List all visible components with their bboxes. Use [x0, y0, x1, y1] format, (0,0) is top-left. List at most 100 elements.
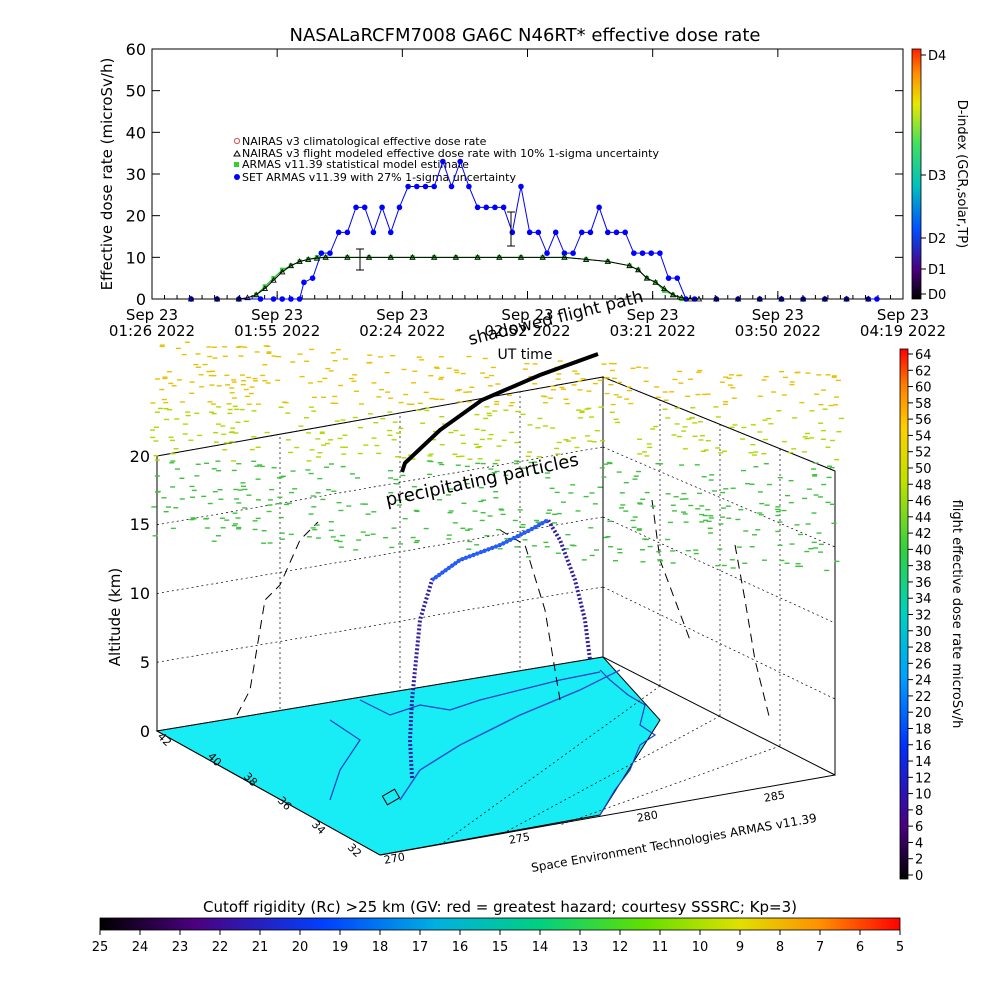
point-set-armas	[370, 229, 377, 236]
dose-tick-label: 40	[915, 543, 932, 558]
precipitating-particles	[150, 341, 844, 572]
rigidity-tick-label: 23	[172, 940, 189, 955]
top-y-tick-label: 50	[126, 82, 146, 101]
grid-3d	[156, 376, 836, 846]
legend-entry-nairas-climo: NAIRAS v3 climatological effective dose …	[242, 135, 487, 148]
longitude-tick-label: 285	[763, 788, 786, 804]
point-nairas-flight	[756, 295, 763, 302]
point-nairas-flight	[713, 295, 720, 302]
point-set-armas	[279, 296, 286, 302]
point-nairas-flight	[270, 276, 277, 283]
point-set-armas	[466, 183, 472, 190]
rigidity-bar-group: Cutoff rigidity (Rc) >25 km (GV: red = g…	[92, 898, 904, 955]
top-x-tick-label-line1: Sep 23	[126, 306, 178, 324]
point-nairas-flight	[669, 291, 677, 298]
dose-tick-label: 30	[915, 625, 932, 640]
dose-tick-label: 56	[915, 413, 932, 428]
point-nairas-flight	[313, 254, 321, 261]
point-nairas-flight	[452, 254, 460, 260]
grid-line	[156, 586, 604, 663]
dose-tick-label: 20	[915, 706, 932, 721]
rigidity-tick-label: 7	[816, 940, 824, 955]
top-y-tick-label: 30	[126, 165, 146, 184]
rigidity-colorbar	[99, 917, 901, 931]
altitude-ticks: 0 5 10 15 20	[130, 447, 150, 741]
rigidity-tick-label: 24	[132, 940, 149, 955]
top-x-tick-label-line2: 02:24 2022	[359, 322, 445, 340]
point-nairas-flight	[635, 266, 642, 273]
point-nairas-flight	[652, 279, 659, 285]
longitude-tick-label: 270	[383, 850, 406, 866]
rigidity-tick-label: 19	[332, 940, 349, 955]
legend-marker-set-armas	[234, 174, 240, 180]
point-set-armas	[552, 229, 559, 236]
point-set-armas	[431, 183, 437, 190]
dose-tick-label: 4	[915, 836, 923, 851]
point-set-armas	[483, 204, 490, 211]
point-set-armas	[544, 250, 550, 256]
point-set-armas	[639, 250, 646, 256]
point-nairas-flight	[661, 285, 668, 291]
point-nairas-flight	[643, 274, 651, 281]
dose-tick-label: 52	[915, 446, 932, 461]
point-set-armas	[518, 183, 524, 190]
point-set-armas	[474, 204, 481, 211]
legend-marker-nairas-climo	[233, 137, 241, 145]
point-set-armas	[327, 250, 333, 256]
point-set-armas	[657, 250, 663, 256]
dose-colorbar	[899, 348, 909, 880]
dindex-tick-label: D3	[928, 169, 946, 184]
rigidity-tick-label: 12	[612, 940, 629, 955]
ground-map	[155, 656, 661, 856]
top-y-tick-label: 40	[126, 123, 146, 142]
rigidity-tick-label: 6	[856, 940, 864, 955]
point-nairas-flight	[244, 294, 251, 301]
grid-line	[602, 516, 836, 624]
point-set-armas	[578, 229, 585, 236]
point-set-armas	[353, 204, 359, 211]
point-nairas-flight	[734, 295, 742, 302]
point-nairas-flight	[517, 254, 525, 260]
point-nairas-flight	[305, 256, 312, 262]
dose-tick-label: 46	[915, 495, 932, 510]
point-nairas-flight	[279, 268, 286, 275]
point-set-armas	[535, 229, 542, 236]
top-x-tick-label-line1: Sep 23	[752, 306, 804, 324]
dose-tick-label: 62	[915, 364, 932, 379]
point-set-armas	[665, 275, 672, 281]
rigidity-tick-label: 16	[452, 940, 469, 955]
coastline	[329, 669, 657, 816]
point-nairas-flight	[582, 256, 590, 262]
point-nairas-flight	[687, 295, 694, 302]
flight-path-3d-high	[431, 518, 549, 582]
dindex-tick-label: D1	[928, 263, 946, 278]
point-nairas-flight	[409, 254, 416, 260]
point-nairas-flight	[287, 262, 295, 269]
altitude-tick-label: 20	[130, 447, 150, 466]
altitude-tick-label: 5	[140, 653, 150, 672]
legend: NAIRAS v3 climatological effective dose …	[233, 135, 659, 184]
shadowed-flight-path-annotation: shadowed flight path	[466, 287, 645, 350]
point-nairas-flight	[626, 262, 633, 269]
point-nairas-flight	[496, 254, 503, 260]
point-set-armas	[309, 275, 316, 281]
point-nairas-flight	[539, 254, 546, 260]
rigidity-tick-label: 17	[412, 940, 429, 955]
point-nairas-flight	[187, 295, 195, 302]
point-set-armas	[344, 229, 351, 236]
credit-text: Space Environment Technologies ARMAS v11…	[530, 811, 818, 875]
series-line	[191, 256, 869, 300]
rigidity-tick-label: 21	[252, 940, 269, 955]
point-set-armas	[674, 275, 681, 281]
dose-tick-label: 58	[915, 397, 932, 412]
legend-marker-nairas-flight	[233, 150, 241, 157]
legend-entry-armas-model: ARMAS v11.39 statistical model estimate	[242, 158, 469, 171]
point-nairas-flight	[843, 295, 850, 302]
top-x-tick-label-line1: Sep 23	[877, 306, 929, 324]
point-set-armas	[500, 204, 507, 211]
point-nairas-flight	[561, 254, 568, 260]
ground-left-edge	[156, 730, 381, 856]
top-x-tick-label-line2: 02:52 2022	[484, 322, 570, 340]
point-set-armas	[622, 229, 628, 236]
altitude-tick-label: 15	[130, 515, 150, 534]
